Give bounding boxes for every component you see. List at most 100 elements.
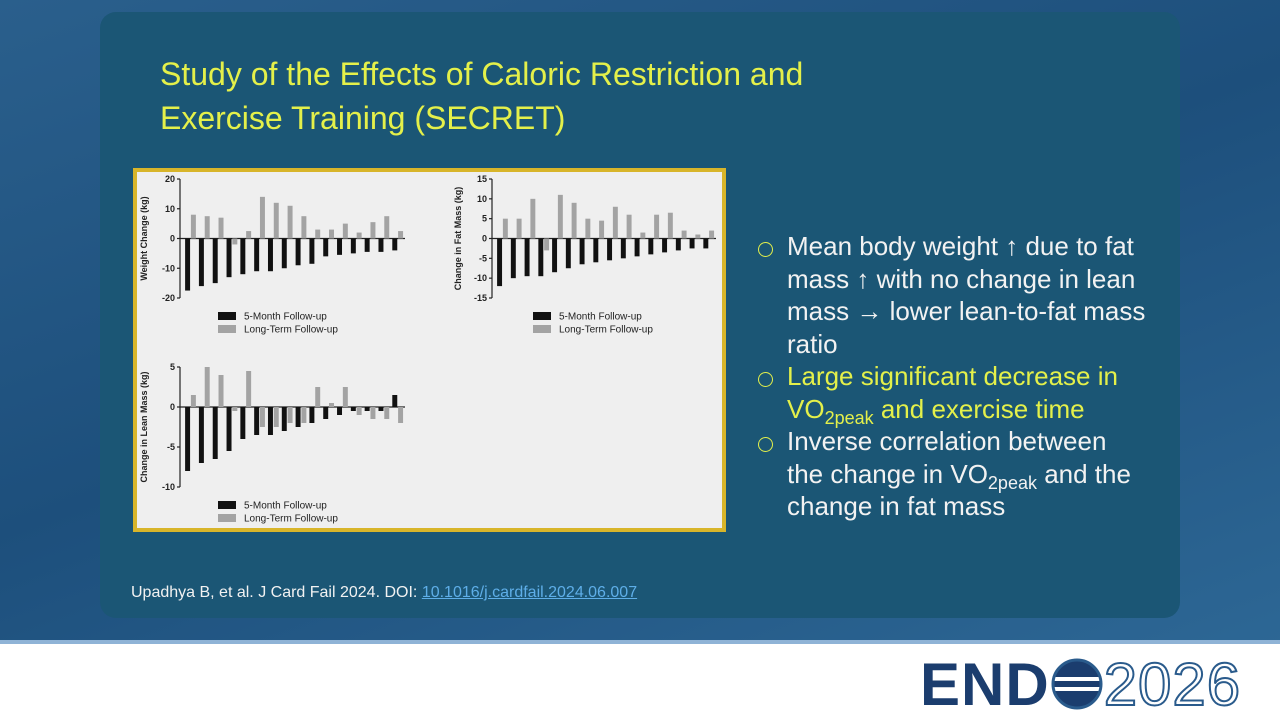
bar [681,230,687,239]
y-tick-label: 0 [170,402,175,412]
bar [342,387,348,407]
y-tick-label: 20 [165,174,175,184]
slide-title: Study of the Effects of Caloric Restrict… [160,52,803,140]
bar [218,217,224,239]
bar [281,238,287,269]
bar [510,238,516,279]
bar [212,238,218,284]
bar [329,229,335,239]
bar [620,238,626,259]
bar [384,216,390,239]
bar [654,214,660,239]
bar [267,238,273,272]
legend-label: 5-Month Follow-up [244,501,327,512]
bar [240,407,246,439]
y-tick-label: -5 [479,253,487,263]
bullet-text: Mean body weight ↑ due to fat mass ↑ wit… [787,231,1146,359]
subscript: 2peak [824,407,874,428]
bar [370,407,376,419]
figure: -20 -10 0 10 20 Weight Change (kg) 5-Month Fol… [133,168,726,532]
bar [703,238,709,249]
bar [315,229,321,239]
bar [398,231,404,239]
title-line: Study of the Effects of Caloric Restrict… [160,56,804,92]
bullet-list: Mean body weight ↑ due to fat mass ↑ wit… [758,230,1148,523]
bar [342,223,348,239]
bar [607,238,613,261]
bar [378,238,384,252]
bar [364,238,370,252]
bar [295,238,301,266]
legend-swatch [218,325,236,333]
bar [246,371,252,407]
citation-text: Upadhya B, et al. J Card Fail 2024. DOI: [131,584,422,601]
bar [259,407,265,427]
bar [398,407,404,423]
y-tick-label: 10 [477,194,487,204]
bullet-text: Inverse correlation between the change i… [787,426,1107,489]
charts: -20 -10 0 10 20 Weight Change (kg) 5-Month Fol… [139,174,716,525]
bar [212,407,218,459]
bar [364,407,370,411]
y-tick-label: 0 [482,234,487,244]
y-axis-label: Change in Fat Mass (kg) [453,187,463,291]
bar [267,407,273,435]
y-tick-label: 5 [170,362,175,372]
bullet: Inverse correlation between the change i… [758,425,1148,523]
y-tick-label: -15 [474,293,487,303]
bar [544,238,550,251]
legend-label: 5-Month Follow-up [559,312,642,323]
bar [301,407,307,423]
bar [329,403,335,407]
bar [273,202,279,239]
bar [287,407,293,423]
bar [226,407,232,451]
bar [240,238,246,275]
bar [185,238,191,291]
logo-text: 2026 [1103,650,1242,719]
bar [557,194,563,239]
bar [246,231,252,239]
legend-swatch [218,312,236,320]
y-tick-label: 10 [165,204,175,214]
bar [530,198,536,239]
bar [524,238,530,277]
legend-swatch [533,325,551,333]
bullet-text: and exercise time [873,393,1085,424]
bar [226,238,232,278]
bar [323,238,329,257]
subscript: 2peak [987,472,1037,493]
logo-globe [1051,658,1103,710]
bar [254,238,260,272]
bar [634,238,640,257]
bullet-text: and the change in fat mass [787,458,1131,522]
bar [384,407,390,419]
bar [198,238,204,287]
doi-link[interactable]: 10.1016/j.cardfail.2024.06.007 [421,584,638,601]
bar [337,238,343,255]
bar [198,407,204,463]
y-tick-label: 15 [477,174,487,184]
bar [281,407,287,431]
bar [626,214,632,239]
bar [516,218,522,239]
bar [323,407,329,419]
bar [662,238,668,253]
bar [337,407,343,415]
bar [295,407,301,427]
bar [190,395,196,407]
y-tick-label: -5 [167,442,175,452]
bar [585,218,591,239]
bar [315,387,321,407]
y-tick-label: -10 [162,263,175,273]
bar [675,238,681,251]
bar [593,238,599,263]
bar [579,238,585,265]
bar [356,407,362,415]
bar [571,202,577,239]
bar [648,238,654,255]
legend-label: Long-Term Follow-up [244,325,338,336]
bar [356,232,362,239]
logo: END 2026 [920,650,1242,719]
bullet: Mean body weight ↑ due to fat mass ↑ wit… [758,230,1148,360]
